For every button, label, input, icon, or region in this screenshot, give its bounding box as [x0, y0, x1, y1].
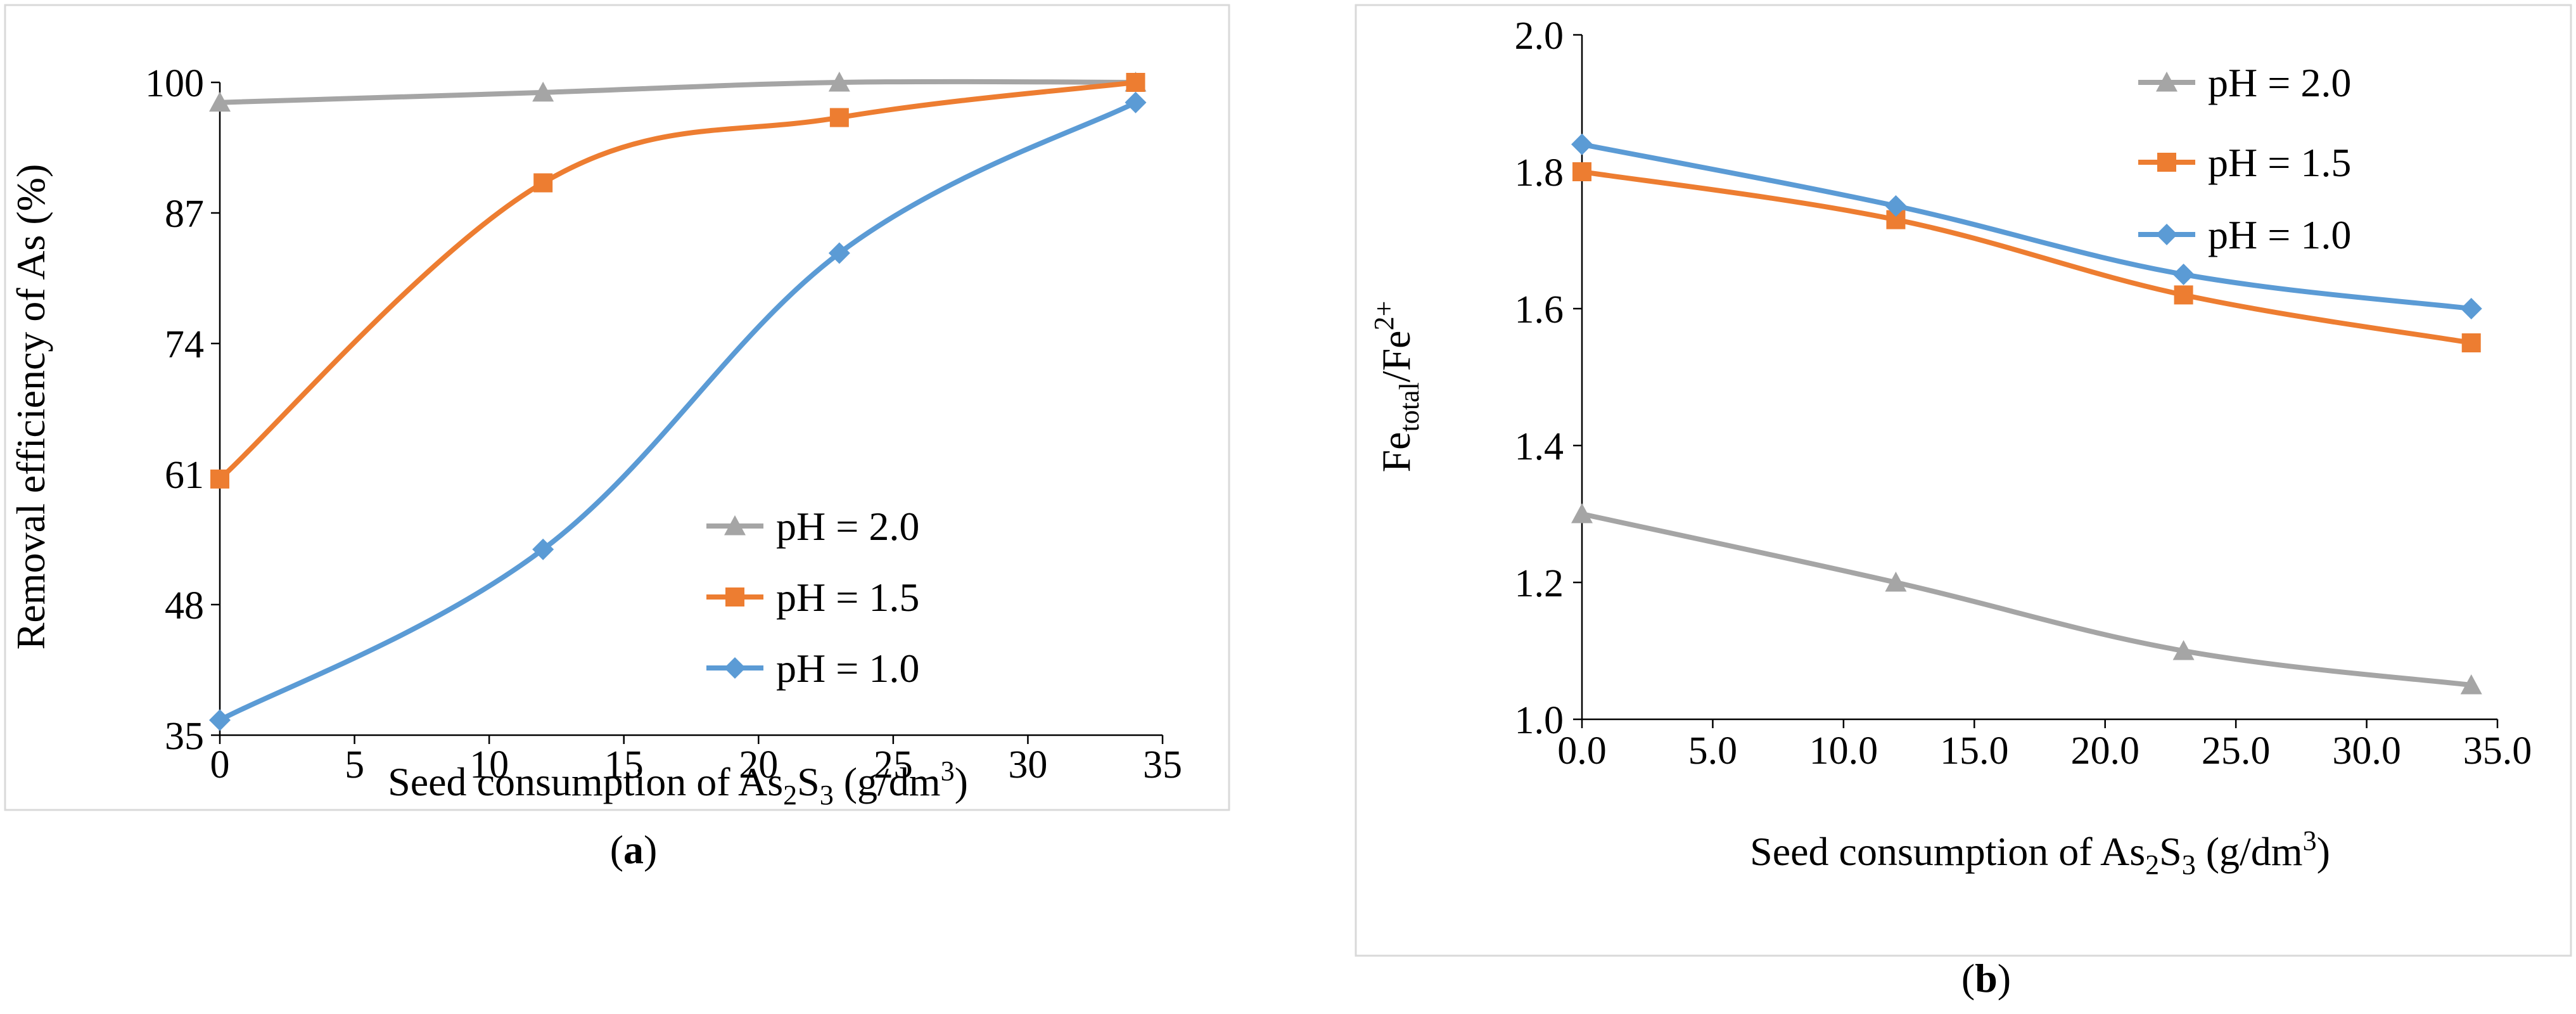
- x-tick-label-a-2: 10: [469, 743, 509, 786]
- data-point-ph10-a-0: [209, 709, 231, 731]
- y-ticks-a: 35 48 61 74 87 100: [145, 62, 220, 758]
- series-lines-a: [217, 79, 1138, 723]
- x-tick-label-b-7: 35.0: [2463, 729, 2532, 773]
- y-tick-label-a-3: 74: [165, 323, 204, 366]
- series-lines-b: [1579, 141, 2474, 688]
- x-tick-label-b-3: 15.0: [1940, 729, 2009, 773]
- x-tick-label-a-1: 5: [345, 743, 364, 786]
- data-point-ph10-b-1: [1885, 195, 1907, 217]
- legend-label-ph15-a: pH = 1.5: [776, 575, 919, 620]
- legend-marker-ph10-b: [2156, 224, 2177, 245]
- y-tick-label-b-0: 1.0: [1515, 699, 1564, 742]
- y-ticks-b: 1.0 1.2 1.4 1.6 1.8 2.0: [1515, 15, 1582, 742]
- legend-entry-ph15-b: pH = 1.5: [2138, 140, 2351, 185]
- x-tick-label-a-0: 0: [210, 743, 230, 786]
- data-point-ph20-a-1: [532, 81, 554, 102]
- y-tick-label-a-2: 61: [165, 454, 204, 497]
- x-tick-label-a-7: 35: [1143, 743, 1182, 786]
- legend-marker-ph20-b: [2156, 72, 2177, 92]
- x-tick-label-b-6: 30.0: [2332, 729, 2401, 773]
- series-line-ph15-a: [217, 80, 1138, 482]
- y-tick-label-b-1: 1.2: [1515, 562, 1564, 605]
- data-point-ph10-b-3: [2460, 298, 2482, 319]
- y-tick-label-b-4: 1.8: [1515, 151, 1564, 195]
- y-tick-label-a-5: 100: [145, 62, 204, 105]
- series-markers-a: [209, 72, 1147, 731]
- legend-marker-ph15-b: [2157, 153, 2176, 172]
- y-tick-label-b-5: 2.0: [1515, 15, 1564, 58]
- data-point-ph15-b-1: [1886, 210, 1906, 229]
- chart-frame-a: [4, 4, 1230, 811]
- legend-a: pH = 2.0 pH = 1.5 pH = 1.0: [706, 504, 919, 691]
- legend-entry-ph10-b: pH = 1.0: [2138, 212, 2351, 257]
- legend-label-ph10-b: pH = 1.0: [2208, 212, 2351, 257]
- data-point-ph15-a-0: [210, 469, 229, 489]
- legend-label-ph20-b: pH = 2.0: [2208, 60, 2351, 105]
- legend-entry-ph15-a: pH = 1.5: [706, 575, 919, 620]
- series-line-ph10-b: [1579, 141, 2474, 311]
- data-point-ph20-b-1: [1885, 572, 1907, 592]
- x-tick-label-a-4: 20: [739, 743, 778, 786]
- data-point-ph10-b-0: [1571, 133, 1593, 155]
- legend-label-ph20-a: pH = 2.0: [776, 504, 919, 549]
- data-point-ph15-a-3: [1126, 73, 1145, 92]
- x-tick-label-b-2: 10.0: [1809, 729, 1878, 773]
- data-point-ph20-b-2: [2172, 640, 2195, 660]
- series-line-ph10-a: [217, 99, 1138, 723]
- data-point-ph15-a-2: [829, 108, 849, 127]
- series-line-ph20-b: [1579, 511, 2474, 688]
- data-point-ph20-a-0: [209, 91, 231, 112]
- x-tick-label-b-1: 5.0: [1688, 729, 1738, 773]
- data-point-ph10-b-2: [2172, 264, 2195, 285]
- chart-panel-a: 0 5 10 15 20 25 30 35 35 48 61 74 87 100 Seed consum…: [8, 62, 1182, 872]
- y-axis-title-a: Removal efficiency of As (%): [8, 164, 53, 650]
- legend-entry-ph20-b: pH = 2.0: [2138, 60, 2351, 105]
- chart-frame-b: [1355, 4, 2572, 957]
- y-tick-label-a-1: 48: [165, 584, 204, 627]
- x-tick-label-b-4: 20.0: [2070, 729, 2139, 773]
- x-tick-label-a-5: 25: [874, 743, 913, 786]
- y-tick-label-b-2: 1.4: [1515, 425, 1564, 468]
- data-point-ph10-a-1: [532, 538, 554, 560]
- series-line-ph20-a: [217, 79, 1138, 105]
- legend-label-ph10-a: pH = 1.0: [776, 646, 919, 691]
- panel-label-a: (a): [610, 827, 658, 872]
- y-tick-label-a-0: 35: [165, 715, 204, 758]
- x-ticks-a: 0 5 10 15 20 25 30 35: [210, 735, 1182, 786]
- panel-label-b: (b): [1961, 956, 2011, 1001]
- legend-marker-ph15-a: [725, 587, 744, 606]
- legend-marker-ph10-a: [724, 657, 746, 679]
- x-tick-label-a-3: 15: [604, 743, 644, 786]
- data-point-ph20-b-3: [2460, 674, 2482, 695]
- series-line-ph15-b: [1579, 169, 2474, 345]
- x-tick-label-b-5: 25.0: [2202, 729, 2271, 773]
- y-tick-label-a-4: 87: [165, 193, 204, 236]
- data-point-ph20-a-2: [828, 72, 850, 92]
- x-axis-title-b: Seed consumption of As2S3 (g/dm3): [1750, 825, 2330, 880]
- data-point-ph15-a-1: [533, 173, 553, 193]
- legend-entry-ph20-a: pH = 2.0: [706, 504, 919, 549]
- data-point-ph20-b-0: [1571, 503, 1593, 523]
- legend-b: pH = 2.0 pH = 1.5 pH = 1.0: [2138, 60, 2351, 257]
- legend-label-ph15-b: pH = 1.5: [2208, 140, 2351, 185]
- data-point-ph15-b-0: [1572, 162, 1591, 181]
- legend-marker-ph20-a: [724, 515, 746, 536]
- series-markers-b: [1571, 133, 2482, 695]
- y-axis-title-b: Fetotal/Fe2+: [1368, 301, 1425, 473]
- legend-entry-ph10-a: pH = 1.0: [706, 646, 919, 691]
- data-point-ph10-a-3: [1125, 91, 1147, 113]
- data-point-ph15-b-3: [2461, 333, 2481, 352]
- data-point-ph10-a-2: [828, 242, 850, 264]
- y-tick-label-b-3: 1.6: [1515, 288, 1564, 331]
- chart-panel-b: 0.0 5.0 10.0 15.0 20.0 25.0 30.0 35.0 1.0 1.2 1.4…: [1368, 15, 2532, 1001]
- x-axis-title-a: Seed consumption of As2S3 (g/dm3): [388, 755, 968, 811]
- x-ticks-b: 0.0 5.0 10.0 15.0 20.0 25.0 30.0 35.0: [1557, 719, 2532, 773]
- x-tick-label-b-0: 0.0: [1557, 729, 1607, 773]
- data-point-ph15-b-2: [2174, 285, 2193, 305]
- x-tick-label-a-6: 30: [1008, 743, 1047, 786]
